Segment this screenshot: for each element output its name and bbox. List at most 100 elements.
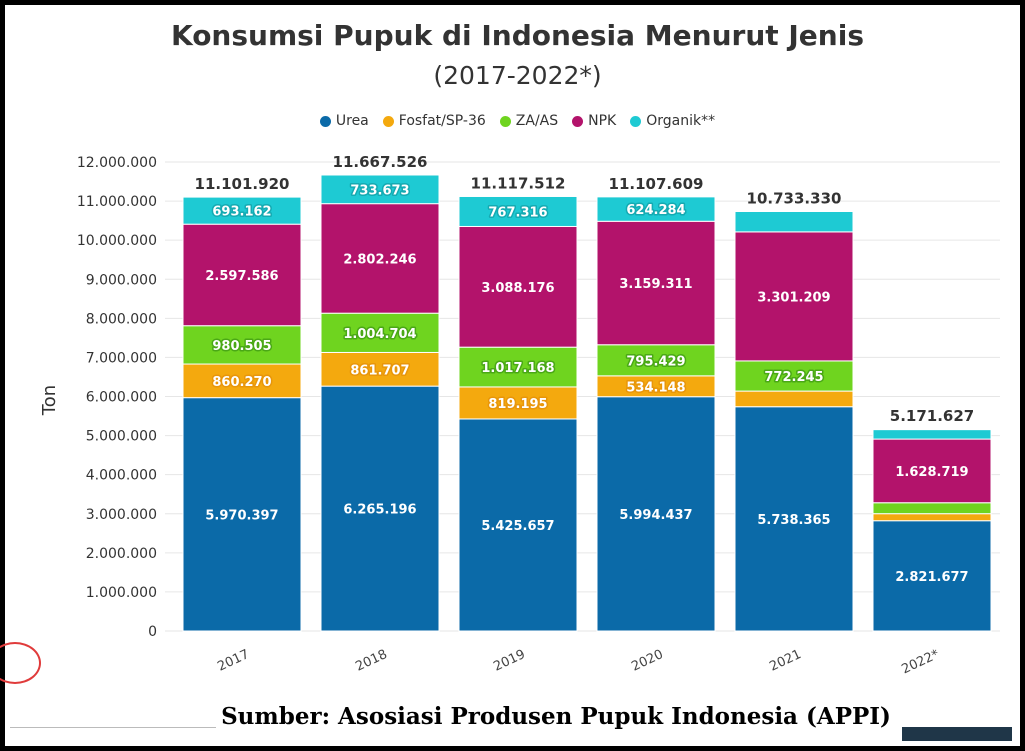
legend: Urea Fosfat/SP-36 ZA/AS NPK Organik** <box>5 113 1025 129</box>
bar-segment <box>458 346 578 388</box>
y-tick-label: 12.000.000 <box>77 155 157 171</box>
y-tick-label: 4.000.000 <box>86 468 157 484</box>
data-label: 3.088.176 <box>481 281 554 296</box>
y-tick-label: 7.000.000 <box>86 350 157 366</box>
data-label: 980.505 <box>212 339 271 354</box>
legend-label-urea: Urea <box>335 113 369 129</box>
chart-subtitle: (2017-2022*) <box>433 61 602 90</box>
bar-segment <box>320 203 440 314</box>
bar-segment <box>182 196 302 225</box>
legend-swatch-npk <box>572 115 584 127</box>
legend-item-fosfat[interactable]: Fosfat/SP-36 <box>382 113 486 129</box>
bar-segment <box>458 225 578 348</box>
data-label: 860.270 <box>212 375 271 390</box>
data-label: 5.970.397 <box>205 508 278 523</box>
legend-swatch-za <box>499 115 511 127</box>
bar-segment <box>872 520 992 632</box>
bar-segment <box>872 429 992 440</box>
bar-segment <box>182 397 302 632</box>
legend-item-npk[interactable]: NPK <box>572 113 616 129</box>
data-label: 2.821.677 <box>895 570 968 585</box>
data-label: 3.301.209 <box>757 290 830 305</box>
data-label: 2.802.246 <box>343 252 416 267</box>
stacked-bar-chart: 0 1.000.000 2.000.000 3.000.000 4.000.000 5.0… <box>39 153 1000 678</box>
data-label: 795.429 <box>626 354 685 369</box>
legend-swatch-organik <box>630 115 642 127</box>
legend-label-fosfat: Fosfat/SP-36 <box>398 113 486 129</box>
legend-label-npk: NPK <box>588 113 617 129</box>
legend-item-urea[interactable]: Urea <box>319 113 369 129</box>
data-label: 534.148 <box>626 380 685 395</box>
y-tick-label: 1.000.000 <box>86 585 157 601</box>
bar-segment <box>182 363 302 399</box>
data-label: 5.994.437 <box>619 508 692 523</box>
data-label: 3.159.311 <box>619 277 692 292</box>
divider-line <box>10 727 216 728</box>
y-tick-label: 5.000.000 <box>86 429 157 445</box>
bar-segment <box>596 396 716 632</box>
data-label: 772.245 <box>764 370 823 385</box>
bar-segment <box>182 223 302 327</box>
bar-segment <box>320 312 440 353</box>
y-tick-label: 3.000.000 <box>86 507 157 523</box>
bar-segment <box>872 513 992 522</box>
bar-segment <box>734 231 854 362</box>
bar-segment <box>872 438 992 504</box>
data-label: 5.738.365 <box>757 513 830 528</box>
x-tick-label: 2022* <box>899 647 942 678</box>
bar-segment <box>596 196 716 222</box>
source-caption: Sumber: Asosiasi Produsen Pupuk Indonesi… <box>216 695 896 741</box>
data-label: 1.628.719 <box>895 465 968 480</box>
chart-title: Konsumsi Pupuk di Indonesia Menurut Jeni… <box>170 19 864 52</box>
y-tick-label: 11.000.000 <box>77 194 157 210</box>
legend-item-za[interactable]: ZA/AS <box>499 113 559 129</box>
total-label: 11.101.920 <box>195 175 290 193</box>
y-tick-label: 9.000.000 <box>86 272 157 288</box>
data-label: 1.004.704 <box>343 327 416 342</box>
bar-segment <box>458 386 578 420</box>
total-label: 11.117.512 <box>471 174 566 192</box>
data-label: 5.425.657 <box>481 519 554 534</box>
data-label: 1.017.168 <box>481 361 554 376</box>
bar-segment <box>182 325 302 365</box>
bar-segment <box>596 344 716 377</box>
data-label: 624.284 <box>626 203 685 218</box>
data-label: 6.265.196 <box>343 503 416 518</box>
bar-segment <box>734 406 854 632</box>
legend-swatch-urea <box>319 115 331 127</box>
legend-swatch-fosfat <box>382 115 394 127</box>
x-tick-label: 2021 <box>767 647 803 675</box>
bar-segment <box>320 174 440 205</box>
bar-segment <box>320 351 440 387</box>
annotation-circle-mark <box>0 642 41 684</box>
x-tick-label: 2017 <box>215 647 251 675</box>
y-tick-label: 0 <box>148 624 157 640</box>
data-label: 2.597.586 <box>205 269 278 284</box>
x-tick-label: 2020 <box>629 647 665 675</box>
data-label: 861.707 <box>350 363 409 378</box>
y-axis-title: Ton <box>39 385 60 416</box>
data-label: 767.316 <box>488 205 547 220</box>
y-tick-label: 10.000.000 <box>77 233 157 249</box>
bar-segment <box>458 195 578 227</box>
legend-label-organik: Organik** <box>646 113 716 129</box>
total-label: 10.733.330 <box>747 190 842 208</box>
total-label: 11.107.609 <box>609 175 704 193</box>
y-tick-label: 6.000.000 <box>86 390 157 406</box>
data-label: 733.673 <box>350 183 409 198</box>
data-label: 819.195 <box>488 397 547 412</box>
data-label: 693.162 <box>212 205 271 220</box>
x-tick-label: 2019 <box>491 647 527 675</box>
bar-segment <box>734 211 854 233</box>
x-tick-label: 2018 <box>353 647 389 675</box>
total-label: 11.667.526 <box>333 153 428 171</box>
bar-segment <box>872 502 992 515</box>
bar-segment <box>320 385 440 632</box>
bar-segment <box>458 418 578 632</box>
legend-label-za: ZA/AS <box>515 113 559 129</box>
corner-bar <box>902 727 1012 741</box>
bar-segment <box>734 390 854 408</box>
y-tick-label: 8.000.000 <box>86 311 157 327</box>
legend-item-organik[interactable]: Organik** <box>630 113 715 129</box>
